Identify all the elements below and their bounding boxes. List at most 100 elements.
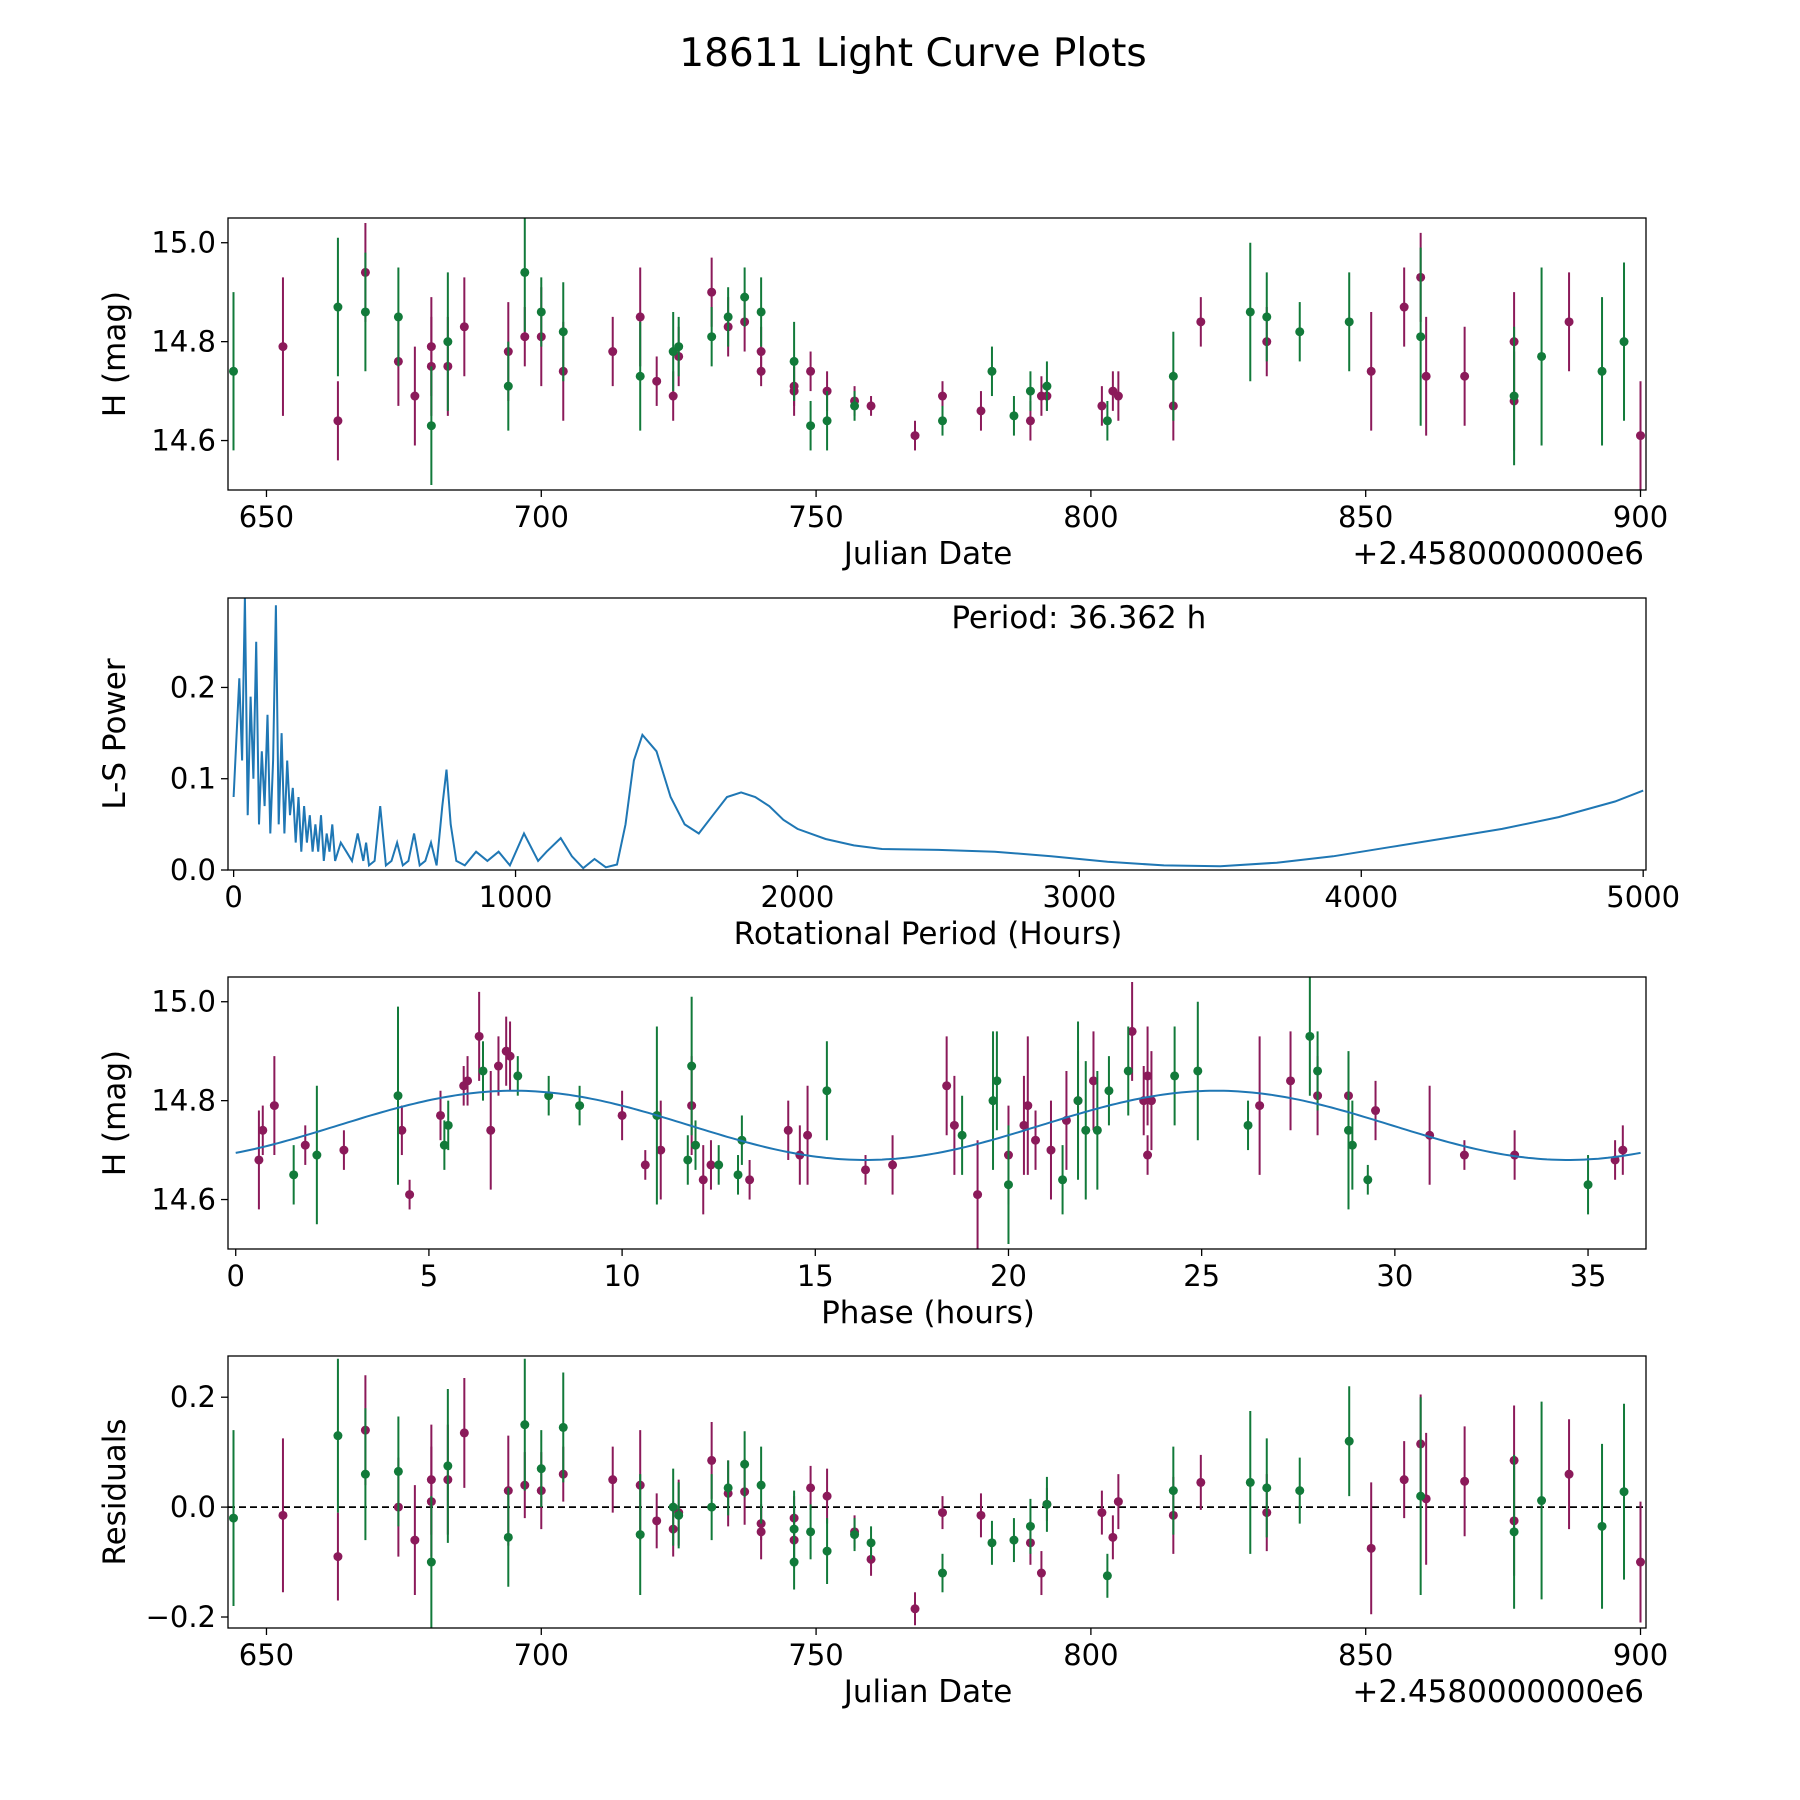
magenta-data-point	[861, 1165, 871, 1175]
green-data-point	[1168, 1486, 1178, 1496]
green-data-point	[822, 1086, 832, 1096]
x-tick-label: 15	[797, 1259, 834, 1293]
green-data-point	[575, 1101, 585, 1111]
lightcurve-y-axis-label: H (mag)	[97, 291, 133, 417]
green-data-point	[723, 312, 733, 322]
green-data-point	[1295, 327, 1305, 337]
y-tick-label: 0.0	[170, 853, 216, 887]
green-data-point	[687, 1061, 697, 1071]
magenta-data-point	[1399, 302, 1409, 312]
x-tick-label: 650	[239, 1638, 294, 1672]
magenta-data-point	[1097, 401, 1107, 411]
green-data-point	[850, 1530, 860, 1540]
green-data-point	[1363, 1175, 1373, 1185]
magenta-data-point	[1636, 431, 1646, 441]
x-tick-label: 1000	[479, 880, 553, 914]
green-data-point	[333, 302, 343, 312]
green-data-point	[536, 307, 546, 317]
magenta-data-point	[1459, 1150, 1469, 1160]
green-data-point	[228, 366, 238, 376]
magenta-data-point	[1097, 1508, 1107, 1518]
green-data-point	[1123, 1066, 1133, 1076]
magenta-data-point	[333, 1552, 343, 1562]
residuals-x-axis-label: Julian Date	[842, 1674, 1013, 1710]
magenta-data-point	[410, 1535, 420, 1545]
magenta-data-point	[505, 1051, 515, 1061]
magenta-data-point	[333, 416, 343, 426]
x-tick-label: 800	[1063, 1638, 1118, 1672]
green-data-point	[1092, 1125, 1102, 1135]
green-data-point	[822, 1546, 832, 1556]
magenta-data-point	[1618, 1145, 1628, 1155]
x-tick-label: 25	[1183, 1259, 1220, 1293]
green-data-point	[536, 1464, 546, 1474]
green-data-point	[443, 1120, 453, 1130]
green-data-point	[1025, 1521, 1035, 1531]
green-data-point	[513, 1071, 523, 1081]
green-data-point	[733, 1170, 743, 1180]
green-data-point	[1009, 411, 1019, 421]
green-data-point	[691, 1140, 701, 1150]
magenta-data-point	[937, 1508, 947, 1518]
x-tick-label: 4000	[1324, 880, 1398, 914]
green-data-point	[1583, 1180, 1593, 1190]
magenta-data-point	[258, 1125, 268, 1135]
residuals-y-axis-label: Residuals	[97, 1418, 133, 1565]
green-data-point	[360, 307, 370, 317]
green-data-point	[426, 1557, 436, 1567]
magenta-data-point	[1025, 416, 1035, 426]
phase-data-layer	[235, 977, 1641, 1249]
x-tick-label: 750	[788, 500, 843, 534]
magenta-data-point	[707, 287, 717, 297]
green-data-point	[426, 421, 436, 431]
magenta-data-point	[1088, 1076, 1098, 1086]
x-tick-label: 30	[1376, 1259, 1413, 1293]
green-data-point	[443, 1461, 453, 1471]
periodogram-x-axis-label: Rotational Period (Hours)	[734, 916, 1123, 952]
magenta-data-point	[617, 1110, 627, 1120]
y-tick-label: 15.0	[151, 226, 216, 260]
x-tick-label: 10	[604, 1259, 641, 1293]
x-tick-label: 5000	[1606, 880, 1680, 914]
y-tick-label: 0.2	[170, 670, 216, 704]
x-tick-label: 700	[514, 1638, 569, 1672]
green-data-point	[806, 421, 816, 431]
green-data-point	[1343, 1125, 1353, 1135]
x-tick-label: 850	[1338, 500, 1393, 534]
phase-x-axis-label: Phase (hours)	[821, 1295, 1035, 1331]
magenta-data-point	[756, 347, 766, 357]
magenta-data-point	[976, 406, 986, 416]
magenta-data-point	[1366, 1543, 1376, 1553]
green-data-point	[1245, 307, 1255, 317]
magenta-data-point	[976, 1510, 986, 1520]
magenta-data-point	[937, 391, 947, 401]
green-data-point	[822, 416, 832, 426]
x-tick-label: 900	[1613, 1638, 1668, 1672]
power-spectrum-line	[232, 598, 1644, 870]
periodogram-y-axis-label: L-S Power	[97, 658, 133, 809]
magenta-data-point	[1371, 1106, 1381, 1116]
y-tick-label: 14.6	[151, 1183, 216, 1217]
green-data-point	[1537, 351, 1547, 361]
green-data-point	[1042, 1499, 1052, 1509]
magenta-data-point	[1196, 317, 1206, 327]
magenta-data-point	[806, 366, 816, 376]
magenta-data-point	[608, 347, 618, 357]
green-data-point	[1416, 332, 1426, 342]
magenta-data-point	[652, 376, 662, 386]
magenta-data-point	[783, 1125, 793, 1135]
green-data-point	[992, 1076, 1002, 1086]
magenta-data-point	[706, 1160, 716, 1170]
residuals-frame	[227, 1355, 1647, 1629]
green-data-point	[228, 1513, 238, 1523]
green-data-point	[1537, 1496, 1547, 1506]
green-data-point	[866, 1538, 876, 1548]
periodogram-data-layer	[232, 598, 1644, 870]
green-data-point	[987, 366, 997, 376]
magenta-data-point	[1460, 1476, 1470, 1486]
green-data-point	[333, 1431, 343, 1441]
magenta-data-point	[1286, 1076, 1296, 1086]
green-data-point	[740, 1459, 750, 1469]
lightcurve-panel: 650 700 750 800 850 900 14.6 14.8 15.0 Julian Dat…	[97, 217, 1668, 572]
